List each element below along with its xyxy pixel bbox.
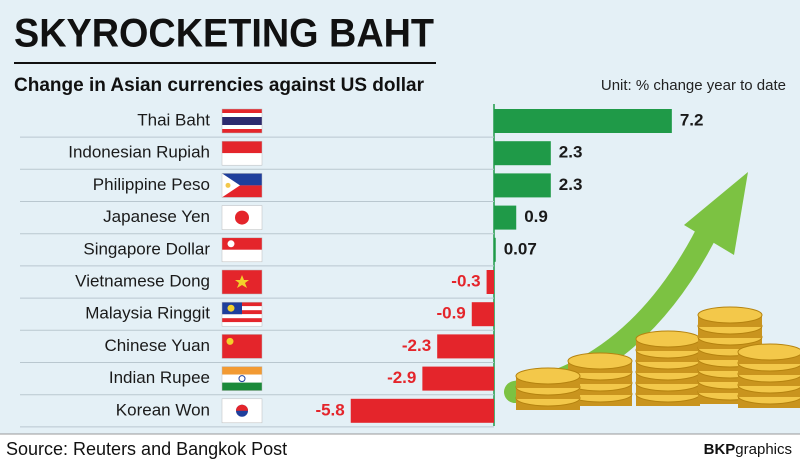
arrow-head xyxy=(684,172,748,255)
flag-part xyxy=(222,366,262,375)
flag xyxy=(221,173,263,198)
flag-part xyxy=(222,173,240,198)
flag-part xyxy=(222,113,262,117)
flag-part xyxy=(235,210,249,225)
value-label: -0.9 xyxy=(436,304,465,323)
category-label: Korean Won xyxy=(116,400,210,419)
flag-border xyxy=(221,334,263,359)
flag-part xyxy=(222,141,262,154)
chart-subtitle: Change in Asian currencies against US do… xyxy=(14,75,425,96)
flag xyxy=(221,140,263,166)
bar xyxy=(494,237,496,262)
bar xyxy=(494,141,551,166)
source: Source: Reuters and Bangkok Post xyxy=(6,439,287,459)
bar xyxy=(486,270,494,294)
flag-part xyxy=(222,322,262,327)
category-label: Indian Rupee xyxy=(109,368,210,387)
flag-part xyxy=(222,334,262,359)
flag-part xyxy=(225,182,231,188)
coin-top xyxy=(737,343,800,361)
flag-part xyxy=(222,374,262,383)
category-label: Japanese Yen xyxy=(103,207,210,226)
flag-part xyxy=(227,240,235,248)
flag-part xyxy=(235,275,249,288)
value-label: 7.2 xyxy=(680,110,704,129)
flag xyxy=(221,269,263,295)
coin-top xyxy=(697,306,763,324)
flag xyxy=(221,205,263,230)
flag-part xyxy=(222,109,262,113)
bar xyxy=(471,302,494,327)
category-label: Malaysia Ringgit xyxy=(85,304,210,323)
flag-part xyxy=(226,337,234,345)
flag-part xyxy=(222,129,262,133)
bar xyxy=(494,205,517,230)
coin-top xyxy=(635,330,701,348)
value-label: -5.8 xyxy=(315,400,344,419)
category-label: Philippine Peso xyxy=(93,175,210,194)
flag-part xyxy=(222,121,262,125)
flag-part xyxy=(222,125,262,129)
credit-bold: BKP xyxy=(704,441,736,458)
flag xyxy=(221,398,263,424)
flag-border xyxy=(221,398,263,424)
flag xyxy=(221,366,263,391)
credit: BKPgraphics xyxy=(704,441,792,458)
unit-label: Unit: % change year to date xyxy=(601,77,786,94)
flag xyxy=(221,301,263,327)
flag-part xyxy=(236,404,248,411)
flag-part xyxy=(238,375,246,383)
bar xyxy=(437,334,494,359)
bar xyxy=(494,173,551,198)
credit-rest: graphics xyxy=(735,441,792,458)
flag-part xyxy=(222,153,262,166)
flag-border xyxy=(221,269,263,295)
flag-part xyxy=(222,314,262,319)
flag-border xyxy=(221,108,263,134)
value-label: -2.3 xyxy=(402,336,431,355)
flag-border xyxy=(221,301,263,327)
value-label: 0.07 xyxy=(504,239,537,258)
coins-illustration xyxy=(504,172,800,410)
flag-part xyxy=(222,249,262,262)
value-label: -0.3 xyxy=(451,271,480,290)
flag-part xyxy=(227,304,235,312)
flag-part xyxy=(222,318,262,323)
flag-border xyxy=(221,205,263,230)
coin-top xyxy=(567,352,633,370)
flag xyxy=(221,108,263,134)
flag-part xyxy=(222,382,262,391)
flag-border xyxy=(221,237,263,263)
chart-title: SKYROCKETING BAHT xyxy=(14,12,434,56)
category-label: Vietnamese Dong xyxy=(75,271,210,290)
flag-border xyxy=(221,173,263,198)
flag-border xyxy=(221,140,263,166)
category-label: Indonesian Rupiah xyxy=(68,143,210,162)
value-label: 2.3 xyxy=(559,175,583,194)
bar xyxy=(350,398,494,423)
flag-border xyxy=(221,366,263,391)
category-label: Thai Baht xyxy=(137,110,210,129)
flag-part xyxy=(222,117,262,121)
bar xyxy=(494,109,672,133)
value-label: -2.9 xyxy=(387,368,416,387)
coin-top xyxy=(515,367,581,385)
bar xyxy=(422,366,494,391)
category-label: Singapore Dollar xyxy=(83,239,210,258)
value-label: 0.9 xyxy=(524,207,548,226)
flag xyxy=(221,237,263,263)
flag xyxy=(221,334,263,359)
category-label: Chinese Yuan xyxy=(104,336,210,355)
value-label: 2.3 xyxy=(559,143,583,162)
